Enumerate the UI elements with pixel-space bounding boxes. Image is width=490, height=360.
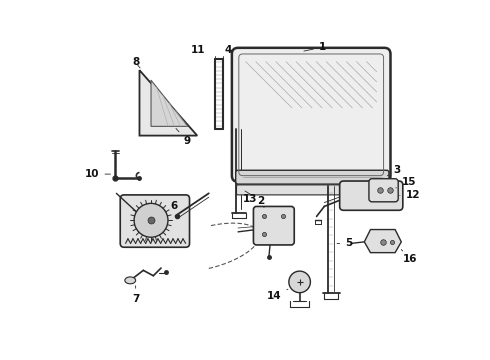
Circle shape bbox=[134, 203, 168, 237]
FancyBboxPatch shape bbox=[232, 48, 391, 182]
FancyBboxPatch shape bbox=[253, 206, 294, 245]
Text: 5: 5 bbox=[337, 238, 352, 248]
Text: 4: 4 bbox=[224, 45, 232, 55]
Text: 14: 14 bbox=[267, 289, 288, 301]
Text: 3: 3 bbox=[388, 165, 401, 176]
Text: 10: 10 bbox=[85, 169, 111, 179]
Polygon shape bbox=[140, 70, 197, 136]
Text: 7: 7 bbox=[132, 286, 139, 304]
FancyBboxPatch shape bbox=[340, 181, 403, 210]
Text: 11: 11 bbox=[191, 45, 205, 55]
Ellipse shape bbox=[125, 277, 136, 284]
Text: 15: 15 bbox=[396, 177, 416, 188]
FancyBboxPatch shape bbox=[236, 170, 389, 184]
Text: 8: 8 bbox=[132, 58, 140, 68]
FancyBboxPatch shape bbox=[369, 179, 398, 202]
Polygon shape bbox=[151, 80, 188, 126]
Text: 2: 2 bbox=[245, 191, 265, 206]
Text: 12: 12 bbox=[400, 190, 420, 200]
FancyBboxPatch shape bbox=[237, 185, 388, 195]
Text: 1: 1 bbox=[304, 42, 326, 52]
FancyBboxPatch shape bbox=[120, 195, 190, 247]
Text: 9: 9 bbox=[176, 129, 191, 146]
Text: 6: 6 bbox=[165, 202, 178, 211]
Text: 13: 13 bbox=[243, 194, 264, 207]
Text: 16: 16 bbox=[401, 249, 418, 264]
Polygon shape bbox=[365, 230, 401, 253]
Circle shape bbox=[289, 271, 311, 293]
